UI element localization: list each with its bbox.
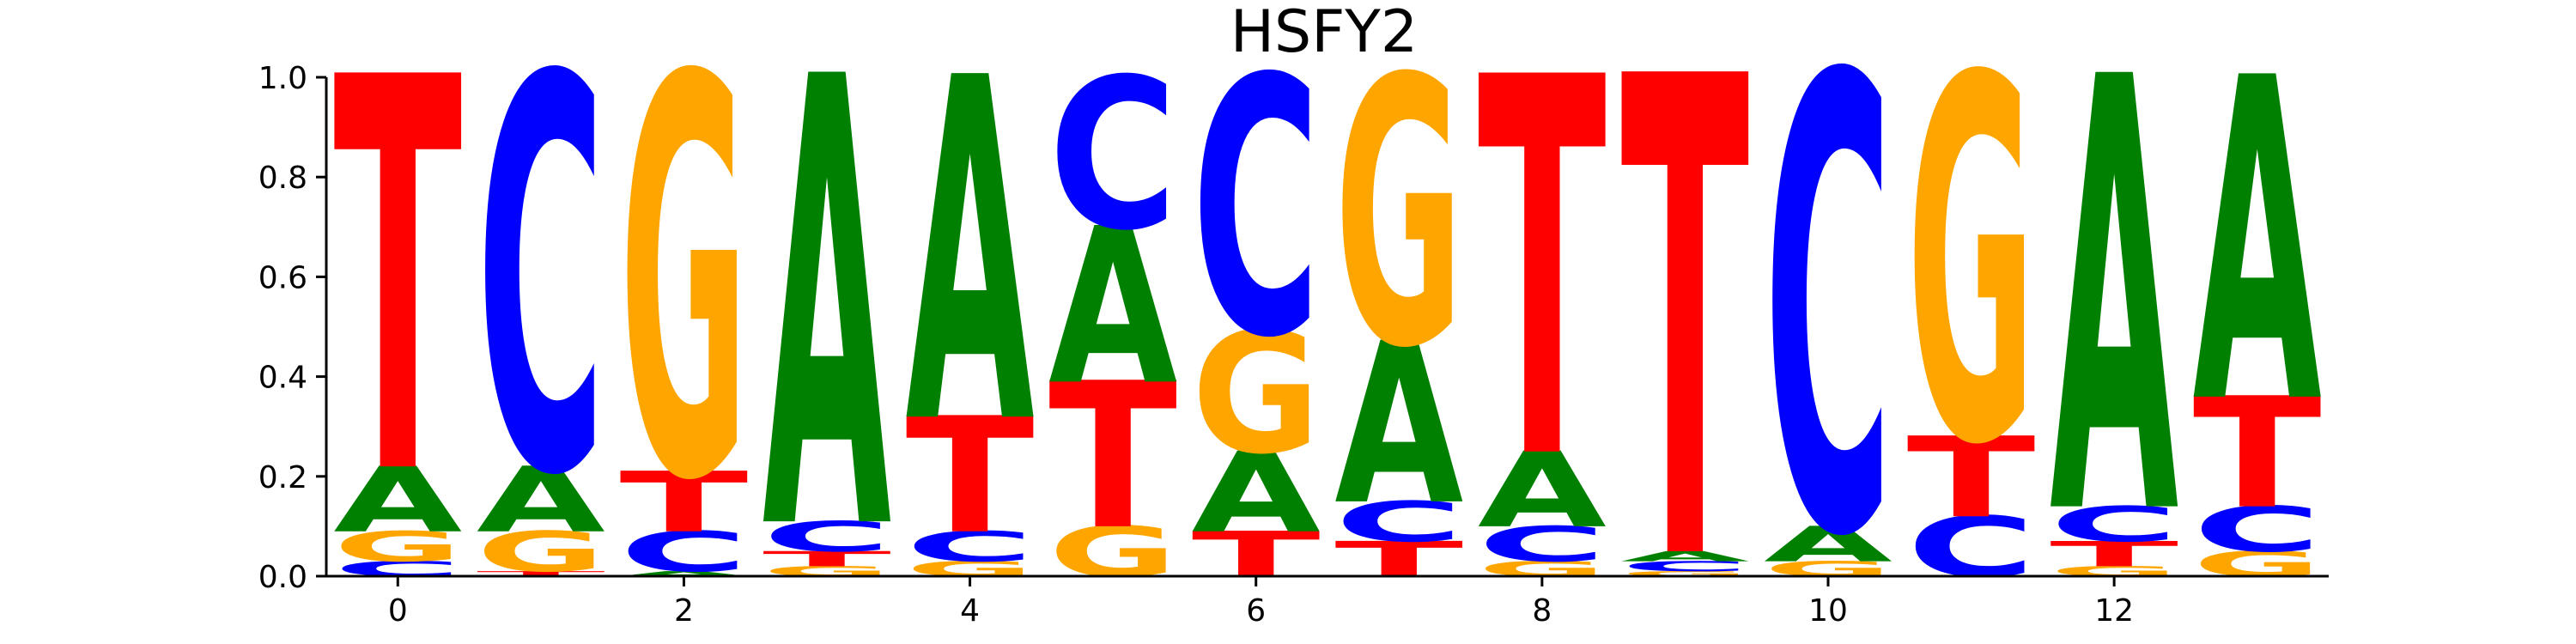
letter-G-pos-2: G [619, 0, 748, 601]
letter-G-pos-5: G [1048, 513, 1177, 593]
letter-A-pos-6: A [1192, 428, 1321, 558]
letter-C-pos-3: C [762, 513, 891, 561]
axes: 0.0 0.2 0.4 0.6 0.8 1.0 0 2 4 6 8 10 12 [258, 61, 2329, 629]
letter-C-pos-13: C [2193, 494, 2322, 566]
x-tick-label: 12 [2094, 593, 2134, 629]
letter-A-pos-2: A [619, 570, 748, 578]
letter-G-pos-6: G [1192, 298, 1321, 491]
y-tick-label: 0.4 [258, 361, 307, 396]
x-tick-label: 10 [1808, 593, 1848, 629]
letter-T-pos-11: T [1907, 414, 2036, 543]
letter-A-pos-12: A [2050, 0, 2179, 644]
letter-A-pos-8: A [1478, 430, 1607, 551]
letter-T-pos-13: T [2193, 366, 2322, 543]
x-tick-label: 6 [1246, 593, 1266, 629]
letter-C-pos-12: C [2050, 496, 2178, 553]
letter-G-pos-1: G [477, 520, 605, 585]
letter-T-pos-7: T [1334, 532, 1463, 588]
letter-C-pos-8: C [1478, 517, 1607, 574]
chart-title: HSFY2 [1230, 0, 1418, 66]
x-tick-label: 0 [388, 593, 408, 629]
letter-T-pos-8: T [1478, 0, 1607, 574]
letter-C-pos-11: C [1907, 499, 2036, 596]
letter-T-pos-0: T [333, 0, 463, 595]
letter-G-pos-7: G [1334, 1, 1463, 428]
letter-C-pos-4: C [906, 523, 1035, 571]
letter-C-pos-9: C [1620, 558, 1749, 574]
letter-T-pos-9: T [1620, 0, 1750, 644]
x-tick-label: 8 [1532, 593, 1552, 629]
letter-G-pos-13: G [2193, 544, 2322, 585]
letter-A-pos-4: A [906, 0, 1036, 529]
letter-C-pos-1: C [477, 0, 605, 594]
letter-G-pos-0: G [333, 523, 462, 572]
letter-T-pos-1: T [477, 570, 605, 578]
letter-G-pos-9: G [1620, 570, 1749, 578]
letter-C-pos-7: C [1334, 489, 1463, 554]
letter-A-pos-13: A [2193, 0, 2323, 501]
letter-A-pos-0: A [333, 447, 462, 553]
x-tick-label: 2 [674, 593, 694, 629]
letter-A-pos-3: A [762, 0, 892, 644]
letter-A-pos-1: A [477, 447, 605, 553]
letter-A-pos-7: A [1334, 295, 1463, 554]
letter-A-pos-9: A [1620, 549, 1749, 565]
letter-C-pos-10: C [1764, 0, 1893, 644]
letter-T-pos-2: T [619, 454, 748, 551]
x-tick-label: 4 [960, 593, 980, 629]
y-tick-label: 0.2 [258, 460, 307, 495]
letter-C-pos-6: C [1192, 3, 1321, 416]
letter-A-pos-5: A [1048, 182, 1177, 433]
letter-T-pos-12: T [2050, 534, 2178, 574]
y-tick-label: 1.0 [258, 61, 307, 96]
y-tick-label: 0.0 [258, 560, 307, 595]
letter-T-pos-5: T [1048, 339, 1177, 574]
letter-G-pos-11: G [1907, 0, 2036, 555]
letter-C-pos-2: C [619, 519, 748, 584]
letter-C-pos-5: C [1048, 33, 1177, 276]
letter-A-pos-10: A [1764, 516, 1893, 573]
y-tick-label: 0.8 [258, 161, 307, 196]
letter-T-pos-3: T [762, 547, 891, 571]
letter-T-pos-4: T [906, 383, 1035, 568]
y-tick-label: 0.6 [258, 260, 307, 295]
